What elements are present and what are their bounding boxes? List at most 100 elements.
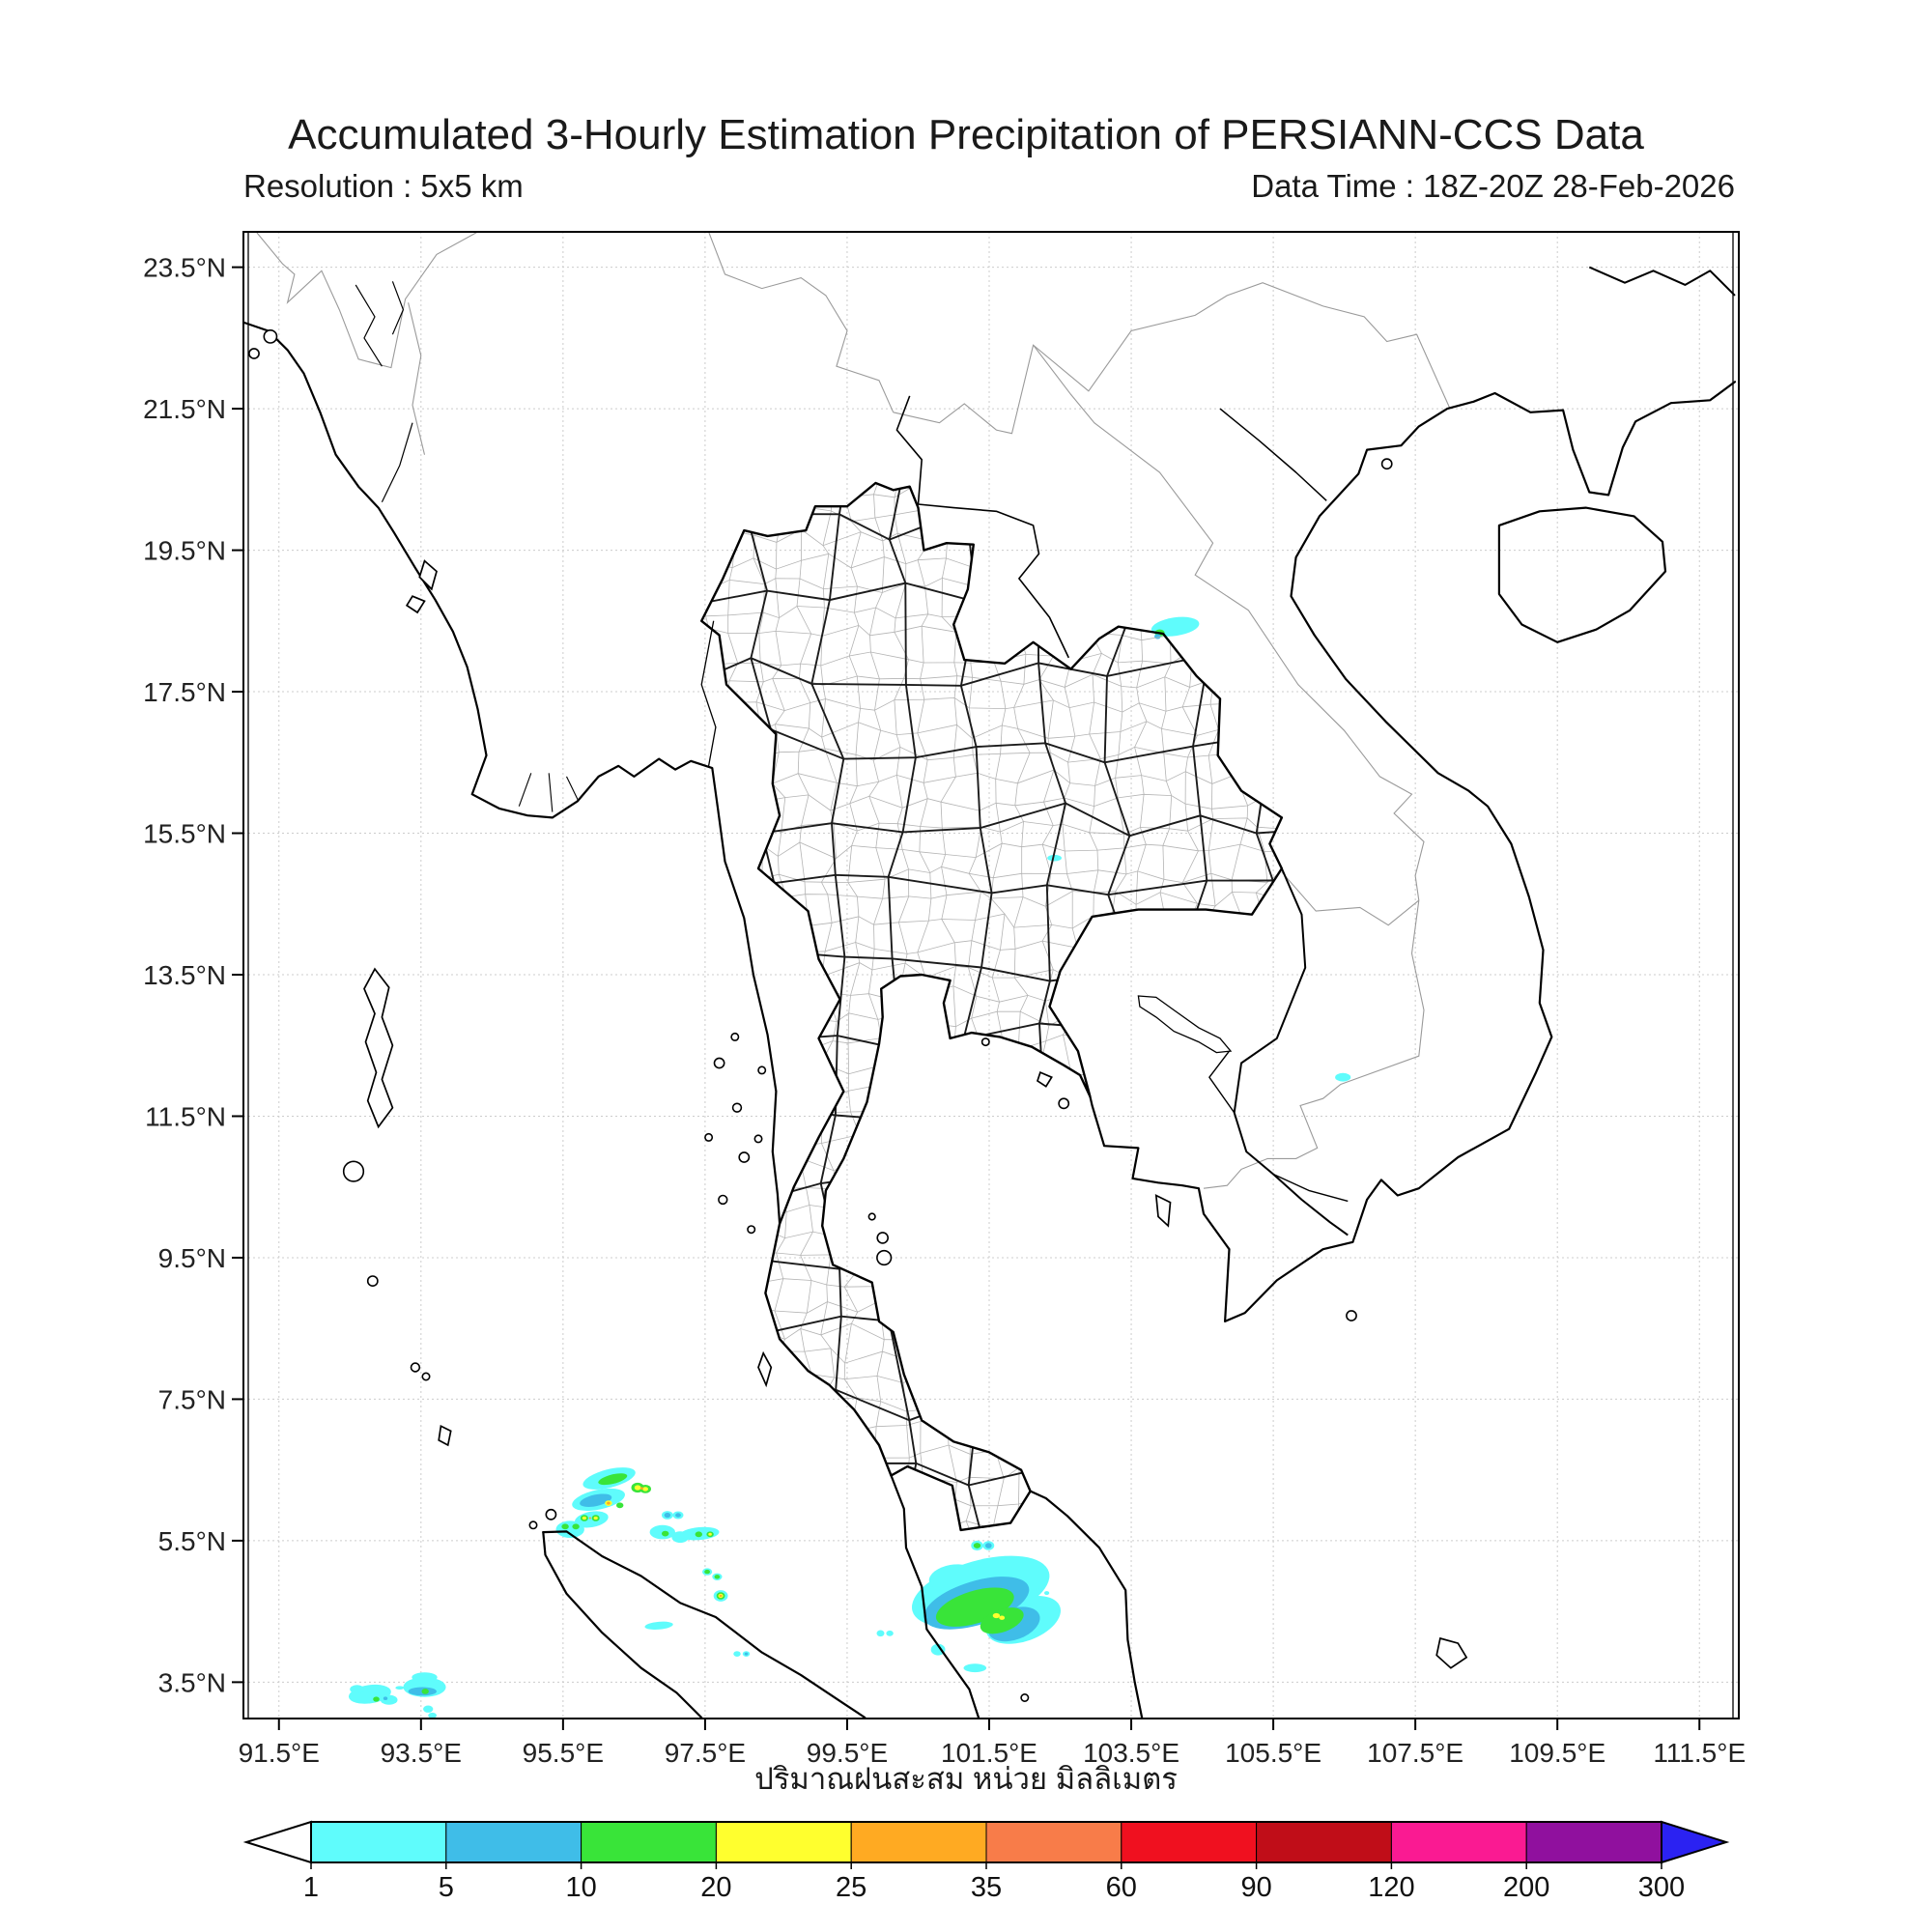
admin-boundary <box>1085 483 1103 1530</box>
ytick-label: 7.5°N <box>158 1384 226 1414</box>
river-line <box>355 284 383 367</box>
precip-cell <box>733 1651 741 1657</box>
ytick-label: 11.5°N <box>145 1101 226 1131</box>
xtick-label: 95.5°E <box>523 1738 604 1768</box>
border-line <box>1203 900 1425 1189</box>
admin-boundary <box>887 483 921 1530</box>
island-dot <box>718 1194 728 1206</box>
coastline <box>243 321 781 1225</box>
island-coastline <box>1497 506 1667 643</box>
xaxis-unit-label-thai: ปริมาณฝนสะสม หน่วย มิลลิเมตร <box>754 1762 1178 1796</box>
map-frame <box>242 231 1740 1719</box>
admin-boundary <box>843 483 862 1530</box>
admin-boundary <box>675 448 692 1543</box>
map-plot-area <box>243 232 1739 1719</box>
admin-boundary <box>795 483 813 1530</box>
colorbar-tick-label: 25 <box>836 1872 867 1903</box>
admin-boundary <box>701 1250 1282 1268</box>
admin-boundary <box>701 1419 1282 1435</box>
coastline <box>890 1474 980 1719</box>
admin-boundary <box>701 1154 1282 1172</box>
colorbar-segment <box>1256 1821 1392 1863</box>
island-outline <box>438 1425 452 1447</box>
precip-cell <box>593 1516 598 1520</box>
admin-boundary <box>701 961 1282 980</box>
precip-cell <box>662 1530 669 1537</box>
country-borders <box>255 232 1450 1189</box>
precip-cell <box>598 1473 628 1486</box>
precip-cell <box>561 1523 569 1530</box>
precip-cell <box>708 1532 712 1536</box>
coastline <box>1029 1490 1144 1719</box>
admin-boundary <box>867 483 887 1530</box>
admin-boundary <box>701 696 1282 713</box>
admin-boundary <box>701 746 1282 763</box>
island-outline <box>757 1350 773 1388</box>
ytick-label: 13.5°N <box>143 960 226 990</box>
colorbar-segment <box>581 1821 717 1863</box>
admin-boundary <box>771 483 787 1530</box>
admin-boundary <box>683 1540 1364 1556</box>
precip-cell <box>421 1689 429 1694</box>
precip-cell <box>999 1615 1006 1620</box>
admin-boundary <box>1253 483 1282 1530</box>
river-line <box>518 773 532 807</box>
precip-cell <box>373 1696 380 1702</box>
admin-boundary <box>701 1298 1282 1316</box>
admin-boundary <box>701 949 1282 982</box>
admin-boundary <box>724 483 741 1530</box>
ytick-label: 19.5°N <box>143 536 226 566</box>
admin-boundary <box>701 508 1282 541</box>
colorbar-tick-label: 60 <box>1105 1872 1137 1903</box>
rivers <box>355 266 1736 1236</box>
river-line <box>391 281 404 335</box>
resolution-label: Resolution : 5x5 km <box>243 168 524 204</box>
admin-boundary <box>989 483 1007 1530</box>
precip-cell <box>428 1712 437 1719</box>
precip-cell <box>580 1493 612 1507</box>
admin-boundary <box>1327 447 1344 1550</box>
colorbar-tick-label: 120 <box>1368 1872 1415 1903</box>
admin-boundary <box>701 504 1282 523</box>
island-dot <box>867 1212 876 1221</box>
precip-cell <box>664 1512 671 1519</box>
thailand-admin-mesh <box>675 447 1364 1556</box>
colorbar-tick-label: 1 <box>302 1872 320 1903</box>
coastline <box>542 1531 703 1719</box>
precip-cell <box>1044 1591 1050 1596</box>
colorbar-segment <box>1525 1821 1662 1863</box>
xtick-label: 111.5°E <box>1653 1738 1746 1768</box>
colorbar-segment <box>850 1821 987 1863</box>
island-dot <box>421 1372 431 1381</box>
colorbar-underflow-arrow <box>242 1820 312 1864</box>
island-dot <box>366 1275 379 1287</box>
island-outline <box>1435 1636 1468 1669</box>
admin-boundary <box>959 483 996 1530</box>
precip-cell <box>876 1630 885 1637</box>
colorbar-segment <box>1390 1821 1527 1863</box>
precip-cell <box>744 1652 749 1656</box>
river-line <box>1233 867 1349 1236</box>
admin-boundary <box>701 1130 1282 1148</box>
admin-boundary <box>701 528 1282 547</box>
colorbar-tick-label: 300 <box>1637 1872 1686 1903</box>
river-line <box>1588 266 1736 297</box>
admin-boundary <box>701 654 1282 687</box>
xtick-label: 103.5°E <box>1083 1738 1179 1768</box>
admin-boundary <box>1061 483 1078 1530</box>
precip-cell <box>1335 1072 1351 1082</box>
colorbar-segment <box>1121 1821 1258 1863</box>
river-line <box>548 773 554 812</box>
precip-cell <box>395 1686 405 1690</box>
precip-cell <box>1154 634 1161 639</box>
island-outline <box>418 559 438 591</box>
precip-cell <box>383 1696 388 1700</box>
admin-boundary <box>701 1371 1282 1389</box>
island-dot <box>248 348 260 359</box>
admin-boundary <box>701 577 1282 594</box>
admin-boundary <box>701 1395 1282 1412</box>
data-time-label: Data Time : 18Z-20Z 28-Feb-2026 <box>1251 168 1735 204</box>
island-dot <box>730 1032 740 1041</box>
island-outline <box>363 967 394 1129</box>
admin-boundary <box>701 1170 1282 1199</box>
